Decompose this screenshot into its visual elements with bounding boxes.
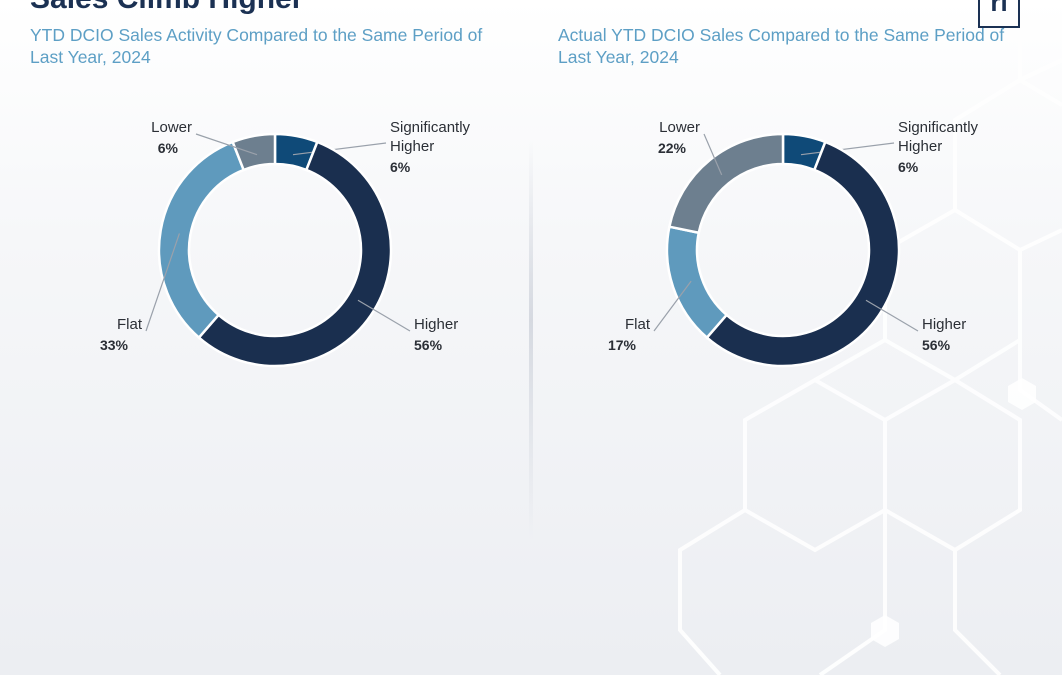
slice-label-flat: Flat <box>625 316 651 333</box>
leader-line-significantly-higher <box>292 142 387 156</box>
donut-chart-1: Significantly Higher 6% Higher 56% Flat 33% Low… <box>100 119 471 368</box>
page-title: Sales Climb Higher <box>30 0 303 16</box>
leader-line-higher <box>865 299 919 332</box>
slice-value-lower: 6% <box>158 140 179 156</box>
slice-value-lower: 22% <box>658 140 687 156</box>
slice-value-flat: 17% <box>608 337 637 353</box>
slice-value-higher: 56% <box>922 337 951 353</box>
slice-value-significantly-higher: 6% <box>390 159 411 175</box>
leader-line-lower <box>703 133 723 176</box>
leader-line-flat <box>145 233 180 332</box>
slice-label-higher: Higher <box>922 316 966 333</box>
slice-lower <box>667 132 785 235</box>
slice-higher <box>705 140 901 368</box>
slice-flat <box>665 225 729 340</box>
slice-lower <box>231 132 277 172</box>
slice-flat <box>157 140 246 340</box>
donut-chart-2: Significantly Higher 6% Higher 56% Flat 17% Low… <box>608 119 979 368</box>
panel-divider <box>529 140 533 540</box>
slice-label-flat: Flat <box>117 316 143 333</box>
slice-value-flat: 33% <box>100 337 129 353</box>
brand-logo: ri <box>978 0 1020 28</box>
chart-1-title: YTD DCIO Sales Activity Compared to the … <box>30 25 483 67</box>
leader-line-significantly-higher <box>800 142 895 156</box>
slice-value-higher: 56% <box>414 337 443 353</box>
slice-label-higher: Higher <box>414 316 458 333</box>
slice-label-significantly-higher: Significantly Higher <box>390 119 471 155</box>
slice-value-significantly-higher: 6% <box>898 159 919 175</box>
chart-2-title: Actual YTD DCIO Sales Compared to the Sa… <box>558 25 1005 67</box>
leader-line-higher <box>357 299 411 332</box>
slice-label-significantly-higher: Significantly Higher <box>898 119 979 155</box>
leader-line-flat <box>653 280 692 332</box>
slice-label-lower: Lower <box>659 119 700 136</box>
leader-line-lower <box>195 133 258 156</box>
slice-higher <box>197 140 393 368</box>
slice-label-lower: Lower <box>151 119 192 136</box>
